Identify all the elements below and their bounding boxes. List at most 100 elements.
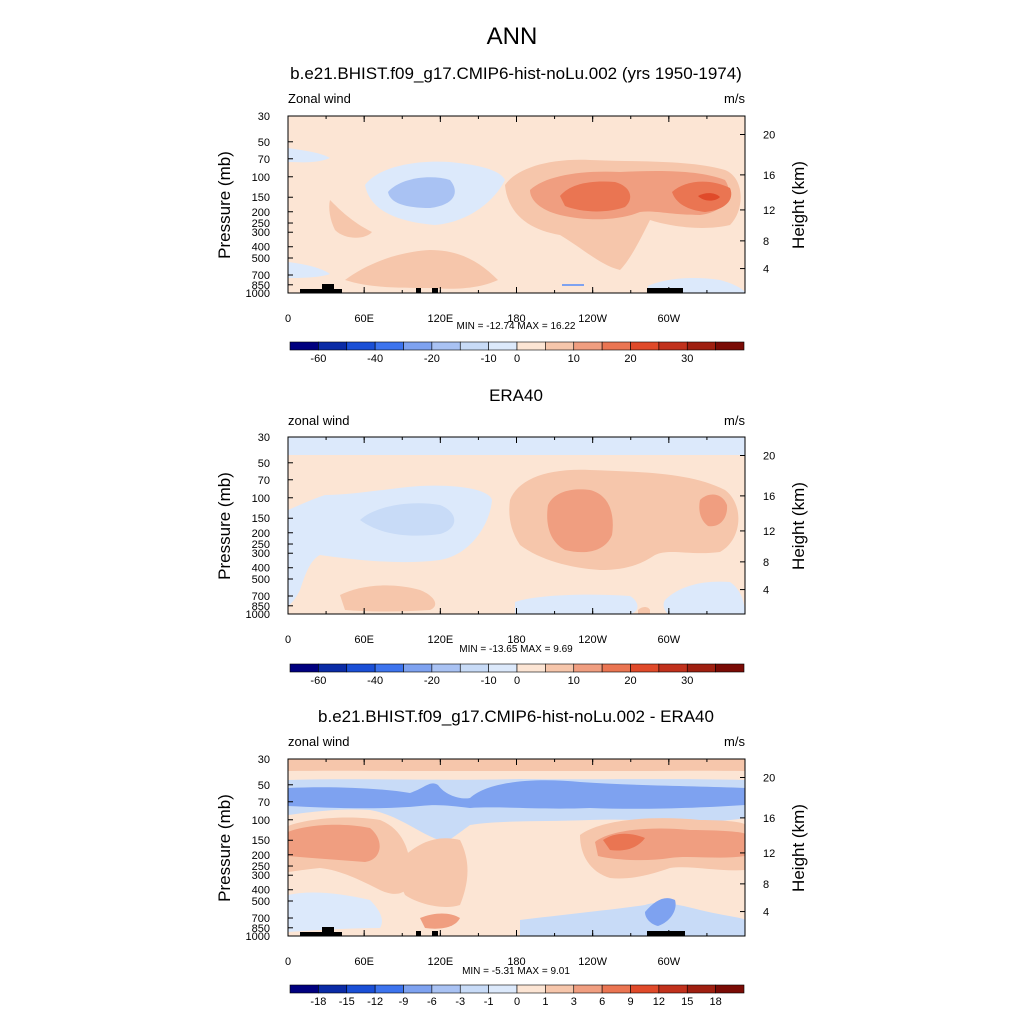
panel-1-ytick-label: 70 (258, 154, 270, 166)
panel-3-colorbar-box (545, 984, 575, 994)
panel-3-ytick-label: 150 (252, 835, 270, 847)
panel-3-units: m/s (724, 734, 745, 749)
panel-2-colorbar-box (431, 663, 461, 673)
panel-1-field-label: Zonal wind (288, 91, 351, 106)
panel-1-ytick-label: 150 (252, 192, 270, 204)
panel-1-ytick-label: 1000 (246, 288, 270, 300)
panel-1-topography-asia-a (416, 288, 421, 293)
panel-3-colorbar-box (431, 984, 461, 994)
panel-1-colorbar-box (488, 341, 518, 351)
panel-2-colorbar-box (545, 663, 575, 673)
panel-1-region-lower-west (288, 262, 330, 278)
panel-2-ylabel: Pressure (mb) (215, 472, 234, 580)
panel-2-region-lower-central (515, 594, 638, 614)
panel-2-colorbar-label: -20 (424, 675, 440, 687)
panel-1-colorbar-box (403, 341, 433, 351)
panel-1-colorbar-label: -20 (424, 353, 440, 365)
panel-1-ytick-label: 700 (252, 270, 270, 282)
panel-1-topography-andes (647, 288, 683, 293)
panel-3-colorbar-box (516, 984, 546, 994)
panel-1-field (288, 116, 745, 293)
panel-3-colorbar-label: -12 (367, 996, 383, 1008)
panel-3-topography-andes (647, 931, 685, 936)
panel-2-colorbar-label: 20 (624, 675, 636, 687)
panel-3-y2label: Height (km) (789, 804, 808, 892)
panel-3-title: b.e21.BHIST.f09_g17.CMIP6-hist-noLu.002 … (318, 707, 714, 726)
panel-2-colorbar-box (686, 663, 716, 673)
panel-2-ytick-label: 200 (252, 528, 270, 540)
panel-3-colorbar-box (686, 984, 716, 994)
panel-3-colorbar-box (403, 984, 433, 994)
panel-3-field-label: zonal wind (288, 734, 349, 749)
panel-2-region-lower-east (663, 581, 745, 614)
panel-2-colorbar-box (488, 663, 518, 673)
panel-1-topography-africa-peak (322, 284, 334, 293)
panel-1-colorbar-label: 30 (681, 353, 693, 365)
panel-3-topography-africa (300, 932, 342, 936)
panel-3-colorbar-label: 15 (681, 996, 693, 1008)
panel-1-y2tick-label: 4 (763, 264, 769, 276)
panel-2-colorbar-box (374, 663, 404, 673)
panel-2-ytick-label: 400 (252, 563, 270, 575)
panel-2-colorbar-label: 0 (514, 675, 520, 687)
panel-1-ytick-label: 100 (252, 172, 270, 184)
panel-3-ytick-label: 400 (252, 885, 270, 897)
panel-3-colorbar-box (601, 984, 631, 994)
panel-1-ytick-label: 500 (252, 253, 270, 265)
panel-2-ytick-label: 100 (252, 493, 270, 505)
panel-2-ytick-label: 700 (252, 591, 270, 603)
panel-1-title: b.e21.BHIST.f09_g17.CMIP6-hist-noLu.002 … (290, 64, 742, 83)
panel-2-title: ERA40 (489, 386, 543, 405)
panel-2-colorbar-label: -40 (367, 675, 383, 687)
panel-3-ytick-label: 250 (252, 861, 270, 873)
panel-3-colorbar-label: -15 (339, 996, 355, 1008)
panel-1-colorbar-label: -60 (310, 353, 326, 365)
panel-1-topography-africa (300, 289, 342, 293)
panel-3-xtick-label: 60E (354, 956, 374, 968)
panel-1-region-upper-west (288, 148, 330, 163)
panel-1-y2tick-label: 20 (763, 129, 775, 141)
panel-2-ytick-label: 30 (258, 432, 270, 444)
panel-2-region-jet-core-b (699, 494, 728, 527)
panel-1-colorbar-label: -40 (367, 353, 383, 365)
panel-1-ytick-label: 850 (252, 280, 270, 292)
panel-1-stats: MIN = -12.74 MAX = 16.22 (457, 321, 576, 332)
panel-3-region-lower-east-core (645, 898, 676, 926)
panel-1-ytick-label: 300 (252, 227, 270, 239)
panel-1-ytick-label: 30 (258, 111, 270, 123)
panel-2-xtick-label: 180 (507, 634, 525, 646)
panel-3-colorbar-label: -1 (484, 996, 494, 1008)
panel-1-xtick-label: 0 (285, 313, 291, 325)
panel-1-region-easterly-core (388, 177, 455, 208)
panel-2-ytick-label: 150 (252, 513, 270, 525)
panel-1-y2label: Height (km) (789, 161, 808, 249)
panel-1-colorbar-box (318, 341, 348, 351)
panel-3-y2tick-label: 20 (763, 772, 775, 784)
panel-2-stats: MIN = -13.65 MAX = 9.69 (459, 644, 573, 655)
panel-2-ytick-label: 50 (258, 458, 270, 470)
panel-1-colorbar-box (289, 341, 319, 351)
panel-2-colorbar-box (318, 663, 348, 673)
panel-3-field (288, 759, 745, 936)
panel-2-y2tick-label: 4 (763, 585, 769, 597)
panel-1-colorbar-label: 20 (624, 353, 636, 365)
panel-3-colorbar-box (573, 984, 603, 994)
panel-1-xtick-label: 180 (507, 313, 525, 325)
panel-3-colorbar-box (488, 984, 518, 994)
panel-3-xtick-label: 180 (507, 956, 525, 968)
panel-2-xtick-label: 120E (427, 634, 453, 646)
panel-2-field-label: zonal wind (288, 413, 349, 428)
panel-2-y2tick-label: 8 (763, 557, 769, 569)
panel-3-region-lower-west (288, 892, 382, 932)
panel-1-colorbar-box (686, 341, 716, 351)
panel-1-y2tick-label: 8 (763, 236, 769, 248)
panel-2-colorbar-box (601, 663, 631, 673)
panel-3-xtick-label: 0 (285, 956, 291, 968)
panel-3-y2tick-label: 16 (763, 813, 775, 825)
panel-1-colorbar-label: -10 (481, 353, 497, 365)
panel-2-colorbar-box (573, 663, 603, 673)
panel-1-colorbar-box (459, 341, 489, 351)
panel-3-colorbar-box (658, 984, 688, 994)
panel-2-xtick-label: 120W (578, 634, 607, 646)
